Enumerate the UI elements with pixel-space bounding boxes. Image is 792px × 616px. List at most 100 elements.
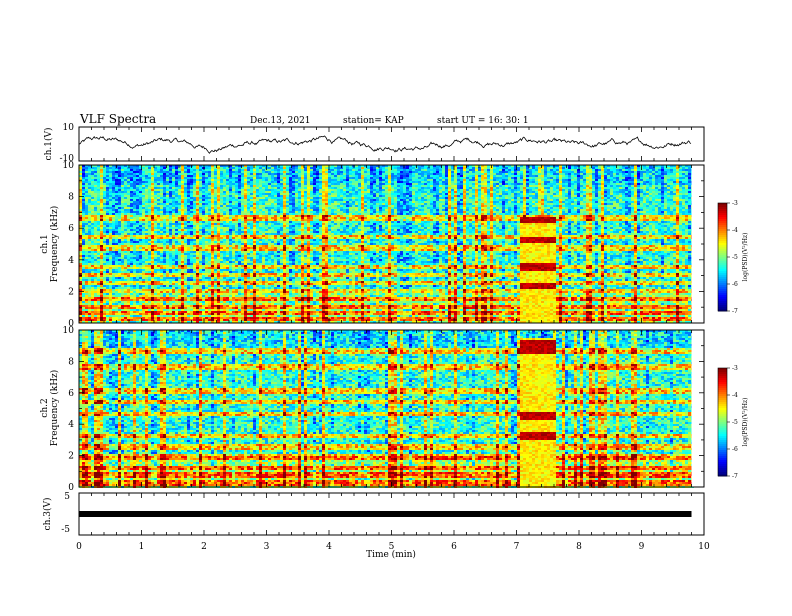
spectrogram-cell — [226, 199, 229, 201]
spectrogram-cell — [139, 271, 142, 273]
spectrogram-cell — [184, 319, 187, 321]
spectrogram-cell — [208, 293, 211, 295]
spectrogram-cell — [124, 229, 127, 231]
spectrogram-cell — [187, 207, 190, 209]
spectrogram-cell — [175, 207, 178, 209]
spectrogram-cell — [118, 249, 121, 251]
spectrogram-cell — [169, 239, 172, 241]
spectrogram-cell — [112, 297, 115, 299]
spectrogram-cell — [187, 191, 190, 193]
spectrogram-cell — [97, 201, 100, 203]
spectrogram-cell — [124, 243, 127, 245]
spectrogram-cell — [103, 203, 106, 205]
spectrogram-cell — [166, 195, 169, 197]
spectrogram-cell — [124, 311, 127, 313]
spectrogram-cell — [217, 261, 220, 263]
spectrogram-cell — [115, 263, 118, 265]
spectrogram-cell — [85, 273, 88, 275]
spectrogram-cell — [94, 311, 97, 313]
spectrogram-cell — [124, 181, 127, 183]
spectrogram-cell — [196, 179, 199, 181]
spectrogram-cell — [91, 217, 94, 219]
spectrogram-cell — [199, 173, 202, 175]
spectrogram-cell — [121, 227, 124, 229]
spectrogram-cell — [220, 189, 223, 191]
spectrogram-cell — [244, 247, 247, 249]
spectrogram-cell — [115, 199, 118, 201]
spectrogram-cell — [85, 253, 88, 255]
spectrogram-cell — [151, 223, 154, 225]
spectrogram-cell — [244, 179, 247, 181]
spectrogram-cell — [88, 315, 91, 317]
spectrogram-cell — [88, 173, 91, 175]
spectrogram-cell — [190, 225, 193, 227]
spectrogram-cell — [121, 309, 124, 311]
spectrogram-cell — [136, 259, 139, 261]
spectrogram-cell — [220, 179, 223, 181]
spectrogram-cell — [259, 199, 262, 201]
spectrogram-cell — [148, 259, 151, 261]
spectrogram-cell — [94, 185, 97, 187]
spectrogram-cell — [109, 231, 112, 233]
spectrogram-cell — [220, 297, 223, 299]
spectrogram-cell — [145, 181, 148, 183]
spectrogram-cell — [226, 299, 229, 301]
spectrogram-cell — [112, 303, 115, 305]
spectrogram-cell — [250, 307, 253, 309]
spectrogram-cell — [178, 273, 181, 275]
spectrogram-cell — [181, 311, 184, 313]
spectrogram-cell — [121, 179, 124, 181]
spectrogram-cell — [112, 185, 115, 187]
spectrogram-cell — [124, 215, 127, 217]
spectrogram-cell — [172, 261, 175, 263]
spectrogram-cell — [118, 181, 121, 183]
spectrogram-cell — [199, 205, 202, 207]
spectrogram-cell — [196, 285, 199, 287]
spectrogram-cell — [193, 203, 196, 205]
spectrogram-cell — [184, 195, 187, 197]
spectrogram-cell — [88, 273, 91, 275]
spectrogram-cell — [154, 271, 157, 273]
spectrogram-cell — [157, 261, 160, 263]
spectrogram-cell — [172, 305, 175, 307]
spectrogram-cell — [124, 303, 127, 305]
spectrogram-cell — [160, 249, 163, 251]
spectrogram-cell — [235, 177, 238, 179]
spectrogram-cell — [220, 235, 223, 237]
spectrogram-cell — [253, 219, 256, 221]
spectrogram-cell — [232, 169, 235, 171]
spectrogram-cell — [133, 227, 136, 229]
spectrogram-cell — [202, 297, 205, 299]
spectrogram-cell — [130, 191, 133, 193]
spectrogram-cell — [127, 279, 130, 281]
spectrogram-cell — [184, 317, 187, 319]
spectrogram-cell — [262, 283, 265, 285]
spectrogram-cell — [262, 187, 265, 189]
spectrogram-cell — [196, 303, 199, 305]
spectrogram-cell — [82, 283, 85, 285]
spectrogram-cell — [229, 317, 232, 319]
spectrogram-cell — [232, 181, 235, 183]
spectrogram-cell — [106, 261, 109, 263]
spectrogram-cell — [82, 229, 85, 231]
spectrogram-cell — [190, 315, 193, 317]
spectrogram-cell — [103, 297, 106, 299]
spectrogram-cell — [232, 305, 235, 307]
spectrogram-cell — [175, 303, 178, 305]
spectrogram-cell — [235, 231, 238, 233]
spectrogram-cell — [247, 211, 250, 213]
spectrogram-cell — [205, 211, 208, 213]
spectrogram-cell — [154, 171, 157, 173]
spectrogram-cell — [127, 287, 130, 289]
spectrogram-cell — [235, 255, 238, 257]
spectrogram-cell — [193, 227, 196, 229]
spectrogram-cell — [163, 283, 166, 285]
spectrogram-cell — [226, 223, 229, 225]
spectrogram-cell — [226, 237, 229, 239]
spectrogram-cell — [250, 299, 253, 301]
spectrogram-cell — [148, 275, 151, 277]
spectrogram-cell — [202, 205, 205, 207]
spectrogram-cell — [187, 183, 190, 185]
spectrogram-cell — [136, 281, 139, 283]
spectrogram-cell — [190, 207, 193, 209]
